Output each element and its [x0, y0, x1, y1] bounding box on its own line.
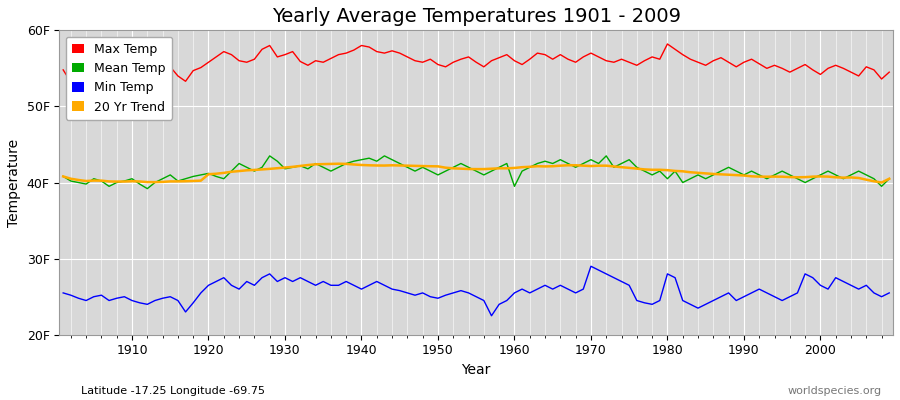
- Min Temp: [884, 290, 895, 295]
- Max Temp: [608, 60, 619, 65]
- Mean Temp: [517, 169, 527, 174]
- Mean Temp: [142, 186, 153, 191]
- 20 Yr Trend: [884, 176, 895, 181]
- 20 Yr Trend: [608, 164, 619, 169]
- Mean Temp: [525, 165, 535, 170]
- Mean Temp: [302, 166, 313, 171]
- Max Temp: [295, 59, 306, 64]
- 20 Yr Trend: [58, 174, 68, 179]
- Line: 20 Yr Trend: 20 Yr Trend: [63, 164, 889, 182]
- Text: Latitude -17.25 Longitude -69.75: Latitude -17.25 Longitude -69.75: [81, 386, 265, 396]
- 20 Yr Trend: [119, 179, 130, 184]
- Mean Temp: [265, 154, 275, 158]
- Y-axis label: Temperature: Temperature: [7, 138, 21, 226]
- Min Temp: [58, 290, 68, 295]
- 20 Yr Trend: [287, 164, 298, 169]
- Max Temp: [509, 58, 520, 63]
- Mean Temp: [58, 174, 68, 179]
- 20 Yr Trend: [333, 161, 344, 166]
- Min Temp: [586, 264, 597, 269]
- Mean Temp: [884, 176, 895, 181]
- Line: Max Temp: Max Temp: [63, 44, 889, 82]
- Max Temp: [58, 68, 68, 72]
- 20 Yr Trend: [341, 162, 352, 166]
- Mean Temp: [616, 161, 627, 166]
- 20 Yr Trend: [877, 180, 887, 185]
- Min Temp: [509, 290, 520, 295]
- Title: Yearly Average Temperatures 1901 - 2009: Yearly Average Temperatures 1901 - 2009: [272, 7, 680, 26]
- Max Temp: [517, 62, 527, 67]
- Mean Temp: [119, 179, 130, 184]
- Min Temp: [486, 313, 497, 318]
- Max Temp: [66, 80, 77, 84]
- Max Temp: [127, 69, 138, 74]
- 20 Yr Trend: [517, 165, 527, 170]
- 20 Yr Trend: [509, 166, 520, 170]
- Max Temp: [341, 51, 352, 56]
- Min Temp: [333, 283, 344, 288]
- Max Temp: [884, 70, 895, 74]
- X-axis label: Year: Year: [462, 363, 490, 377]
- Legend: Max Temp, Mean Temp, Min Temp, 20 Yr Trend: Max Temp, Mean Temp, Min Temp, 20 Yr Tre…: [66, 36, 172, 120]
- Line: Mean Temp: Mean Temp: [63, 156, 889, 189]
- Text: worldspecies.org: worldspecies.org: [788, 386, 882, 396]
- Min Temp: [119, 294, 130, 299]
- Max Temp: [662, 42, 673, 46]
- Mean Temp: [348, 159, 359, 164]
- Min Temp: [616, 279, 627, 284]
- Line: Min Temp: Min Temp: [63, 266, 889, 316]
- Min Temp: [517, 287, 527, 292]
- Min Temp: [287, 279, 298, 284]
